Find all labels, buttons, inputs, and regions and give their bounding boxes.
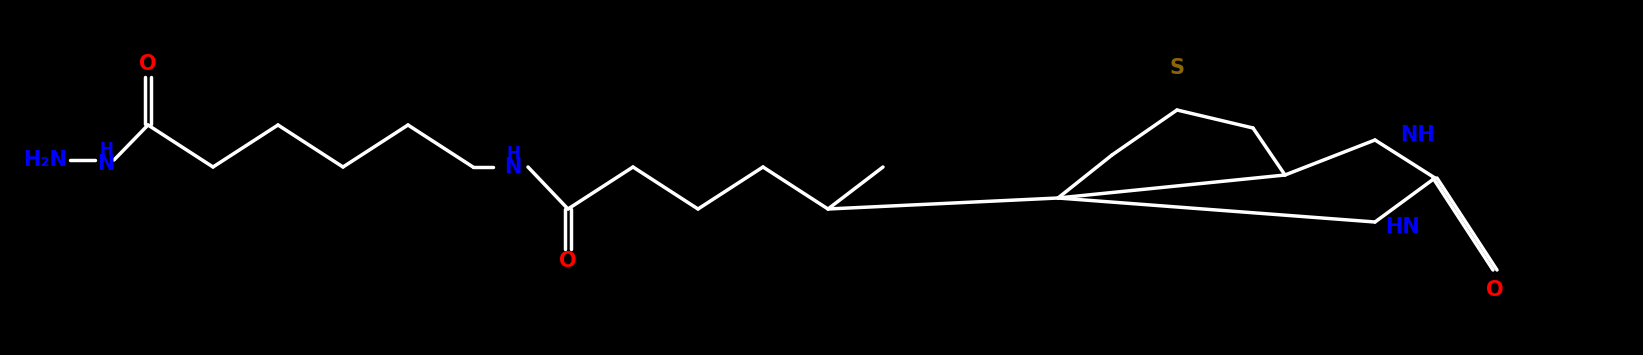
Text: N: N <box>504 157 522 177</box>
Text: H: H <box>506 145 519 163</box>
Text: NH: NH <box>1400 125 1434 145</box>
Text: HN: HN <box>1385 217 1420 237</box>
Text: S: S <box>1170 58 1185 78</box>
Text: O: O <box>559 251 577 271</box>
Text: N: N <box>97 154 115 174</box>
Text: O: O <box>140 54 156 74</box>
Text: H₂N: H₂N <box>23 150 67 170</box>
Text: H: H <box>99 141 113 159</box>
Text: O: O <box>1487 280 1503 300</box>
